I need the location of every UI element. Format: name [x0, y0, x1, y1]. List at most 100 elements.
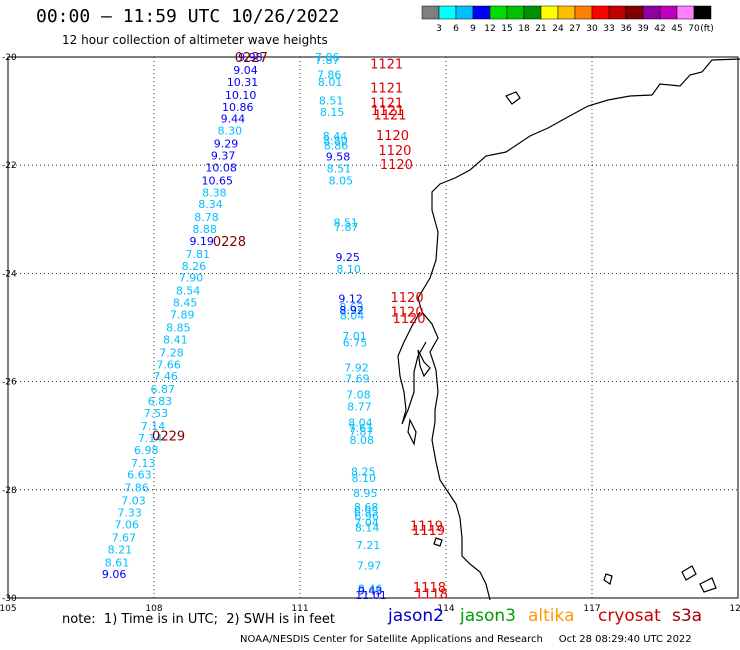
swh-value-label: 6.83: [148, 395, 173, 408]
colorbar-swatch: [574, 5, 593, 20]
swh-value-label: 7.92: [344, 362, 369, 375]
swh-value-label: 8.21: [108, 543, 133, 556]
colorbar-label: 45: [671, 24, 682, 34]
swh-value-label: 7.97: [357, 560, 382, 573]
swh-value-label: 6.87: [151, 383, 176, 396]
swh-value-label: 8.44: [323, 130, 348, 143]
x-tick-label: 105: [0, 604, 17, 614]
y-tick-label: -22: [2, 161, 17, 171]
swh-value-label: 9.06: [102, 568, 127, 581]
swh-value-label: 8.08: [350, 434, 375, 447]
pass-time-label: 1118: [413, 581, 446, 596]
y-tick-label: -26: [2, 378, 17, 388]
pass-time-label: 1119: [410, 520, 443, 535]
x-tick-label: 114: [437, 604, 454, 614]
swh-value-label: 7.46: [153, 370, 178, 383]
mission-jason2: jason2: [388, 606, 444, 626]
australia-coastline: [397, 58, 740, 601]
colorbar: 3 6 9 12 15 18 21 24 27 30 33 36 39 42 45 70 (ft): [421, 5, 714, 34]
swh-value-label: 8.54: [176, 285, 201, 298]
swh-value-label: 8.77: [347, 400, 372, 413]
shark-bay-peninsula: [397, 311, 427, 425]
colorbar-label: (ft): [700, 24, 714, 34]
swh-value-label: 8.51: [319, 94, 344, 107]
colorbar-label: 30: [586, 24, 598, 34]
pass-time-label: 0229: [152, 430, 185, 445]
pass-time-label: 0227: [235, 51, 268, 66]
swh-value-label: 8.51: [333, 217, 358, 230]
colorbar-swatch: [642, 5, 661, 20]
colorbar-label: 24: [552, 24, 564, 34]
swh-value-label: 9.19: [189, 235, 214, 248]
swh-value-label: 8.85: [166, 322, 191, 335]
pass-time-label: 1120: [378, 144, 411, 159]
swh-value-label: 8.14: [355, 522, 380, 535]
pass-time-label: 1119: [412, 524, 445, 539]
swh-value-label: 6.95: [354, 505, 379, 518]
swh-value-label: 7.01: [342, 330, 367, 343]
swh-value-label: 8.04: [340, 310, 365, 323]
peron-peninsula: [417, 349, 431, 378]
pass-time-label: 1121: [371, 104, 404, 119]
colorbar-swatch: [472, 5, 491, 20]
colorbar-label: 15: [501, 24, 512, 34]
map-grid: 105 108 111 114 117 120 -20 -22 -24 -26 -28 -30: [0, 53, 740, 614]
swh-value-label: 7.14: [141, 420, 166, 433]
barrow-island: [505, 91, 521, 105]
swh-value-label: 6.75: [343, 337, 368, 350]
swh-value-label: 8.30: [218, 125, 243, 138]
swh-value-label: 6.96: [354, 510, 379, 523]
mission-altika: altika: [528, 606, 575, 626]
swh-value-label: 8.45: [173, 297, 198, 310]
south-island-2: [699, 577, 717, 593]
y-tick-label: -30: [2, 594, 17, 604]
colorbar-label: 12: [484, 24, 495, 34]
swh-value-label: 8.15: [320, 106, 345, 119]
colorbar-label: 39: [637, 24, 649, 34]
swh-value-label: 9.25: [335, 251, 360, 264]
colorbar-label: 18: [518, 24, 530, 34]
swh-value-label: 7.21: [356, 539, 381, 552]
dirk-hartog-island: [407, 418, 417, 446]
swh-value-label: 8.10: [352, 472, 377, 485]
abrolhos-islands: [433, 537, 443, 547]
plot-frame: [7, 56, 739, 599]
colorbar-swatch: [438, 5, 457, 20]
colorbar-label: 36: [620, 24, 632, 34]
y-tick-label: -28: [2, 486, 17, 496]
swh-value-label: 7.67: [112, 531, 137, 544]
swh-value-label: 7.04: [354, 516, 379, 529]
colorbar-label: 6: [453, 24, 459, 34]
colorbar-swatch: [421, 5, 440, 20]
swh-value-label: 8.05: [329, 174, 354, 187]
swh-value-label: 8.80: [323, 134, 348, 147]
pass-time-label: 1121: [373, 108, 406, 123]
swh-value-label: 7.13: [131, 457, 156, 470]
swh-value-label: 7.81: [186, 248, 211, 261]
swh-value-label: 11.01: [355, 589, 387, 602]
colorbar-label: 42: [654, 24, 665, 34]
swh-value-label: 8.62: [339, 301, 364, 314]
rottnest-island: [603, 573, 613, 585]
swh-value-label: 8.68: [354, 501, 379, 514]
swh-value-label: 7.08: [346, 389, 371, 402]
swh-value-label: 8.26: [182, 260, 207, 273]
x-tick-label: 108: [145, 604, 162, 614]
swh-value-label: 10.08: [205, 161, 237, 174]
swh-value-label: 7.89: [170, 309, 195, 322]
swh-value-label: 7.61: [349, 422, 374, 435]
swh-value-label: 7.90: [179, 272, 204, 285]
swh-value-label: 7.86: [124, 482, 149, 495]
colorbar-label: 33: [603, 24, 614, 34]
colorbar-label: 3: [436, 24, 442, 34]
swh-value-label: 7.03: [121, 495, 146, 508]
swh-value-label: 8.34: [198, 198, 223, 211]
pass-time-label: 1120: [380, 158, 413, 173]
colorbar-swatch: [506, 5, 525, 20]
colorbar-label: 70: [688, 24, 700, 34]
colorbar-swatch: [625, 5, 644, 20]
colorbar-swatch: [540, 5, 559, 20]
swh-value-label: 8.92: [339, 304, 364, 317]
colorbar-swatch: [591, 5, 610, 20]
swh-value-label: 8.78: [194, 211, 219, 224]
